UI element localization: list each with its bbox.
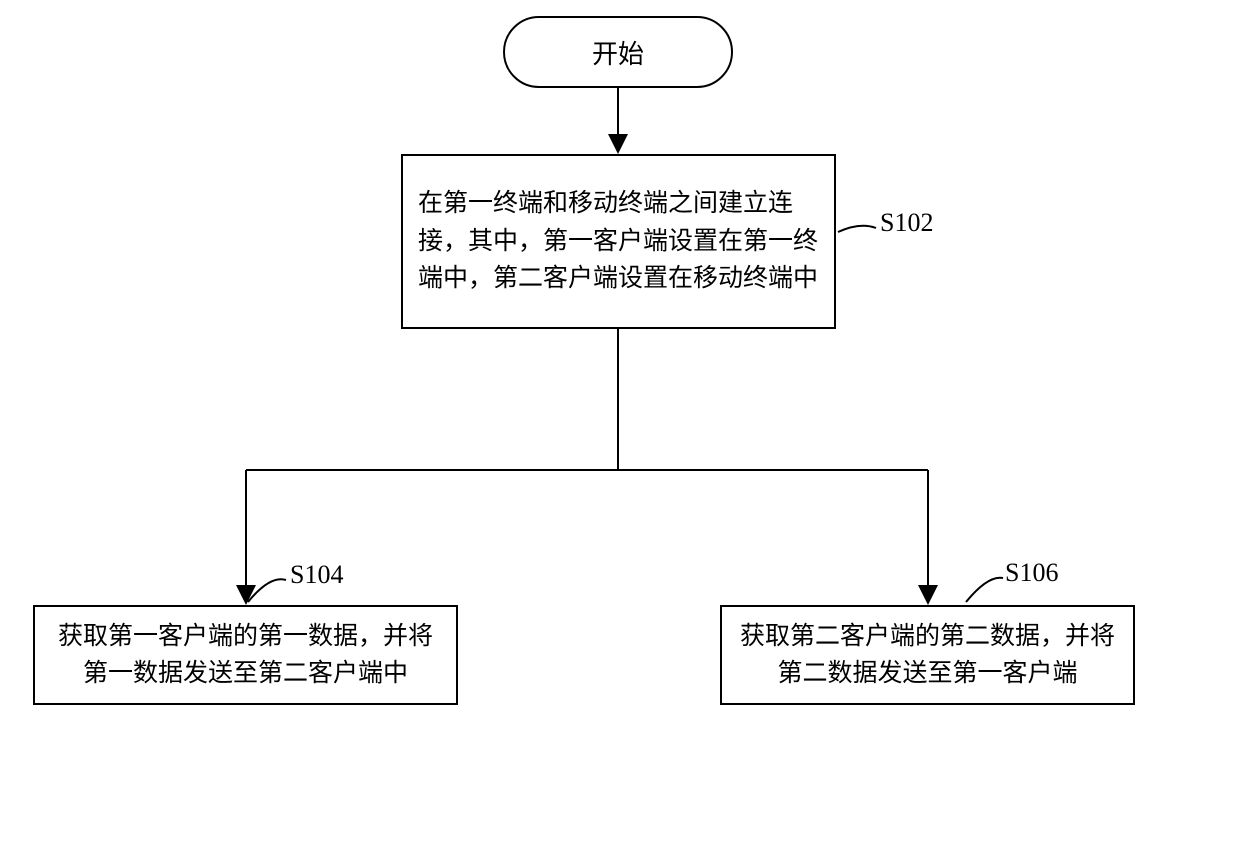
label-connector-s104 [248,579,286,602]
label-connector-s106 [966,578,1003,602]
label-connector-s102 [838,226,876,232]
flowchart-container: 开始 在第一终端和移动终端之间建立连接，其中，第一客户端设置在第一终端中，第二客… [0,0,1239,842]
flowchart-edges [0,0,1239,842]
